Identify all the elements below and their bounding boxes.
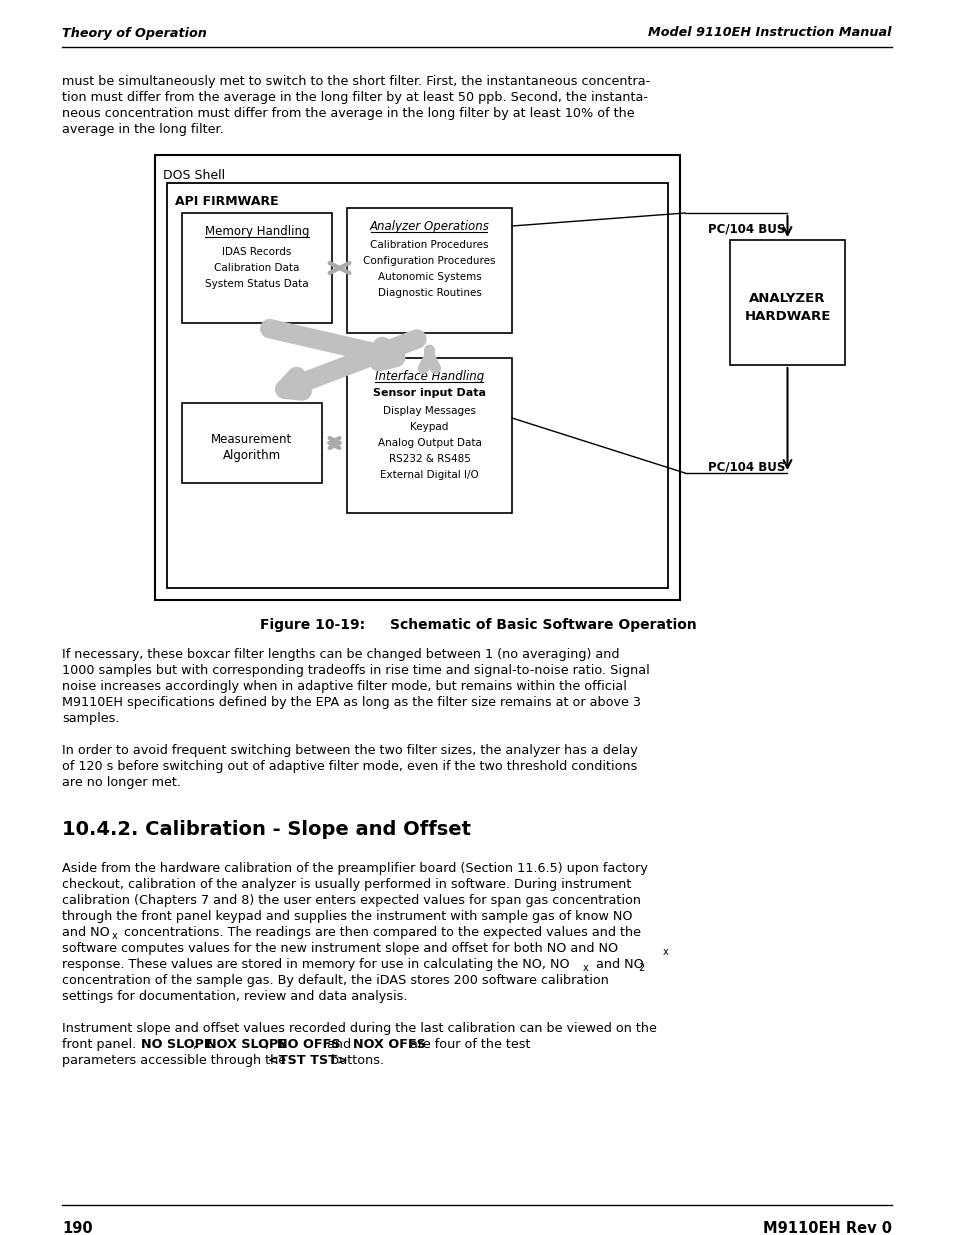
Text: and NO: and NO <box>592 958 643 971</box>
Text: Sensor input Data: Sensor input Data <box>373 388 485 398</box>
Text: Algorithm: Algorithm <box>223 450 281 462</box>
Text: Diagnostic Routines: Diagnostic Routines <box>377 288 481 298</box>
Text: Instrument slope and offset values recorded during the last calibration can be v: Instrument slope and offset values recor… <box>62 1023 657 1035</box>
Text: parameters accessible through the: parameters accessible through the <box>62 1053 290 1067</box>
Text: Measurement: Measurement <box>212 433 293 446</box>
Text: x: x <box>112 931 117 941</box>
Text: If necessary, these boxcar filter lengths can be changed between 1 (no averaging: If necessary, these boxcar filter length… <box>62 648 618 661</box>
Text: Autonomic Systems: Autonomic Systems <box>377 272 481 282</box>
Bar <box>182 403 322 483</box>
Text: PC/104 BUS: PC/104 BUS <box>707 224 784 236</box>
Text: and: and <box>323 1037 355 1051</box>
Text: 190: 190 <box>62 1221 92 1235</box>
Text: settings for documentation, review and data analysis.: settings for documentation, review and d… <box>62 990 407 1003</box>
Bar <box>167 183 667 588</box>
Text: are no longer met.: are no longer met. <box>62 776 181 789</box>
Text: x: x <box>582 963 588 973</box>
Text: 1000 samples but with corresponding tradeoffs in rise time and signal-to-noise r: 1000 samples but with corresponding trad… <box>62 664 649 677</box>
Text: IDAS Records: IDAS Records <box>222 247 292 257</box>
Text: Configuration Procedures: Configuration Procedures <box>363 256 496 266</box>
Text: are four of the test: are four of the test <box>406 1037 530 1051</box>
Bar <box>347 207 512 333</box>
Text: Schematic of Basic Software Operation: Schematic of Basic Software Operation <box>390 618 696 632</box>
Text: NOX OFFS: NOX OFFS <box>354 1037 426 1051</box>
Text: Calibration Data: Calibration Data <box>214 263 299 273</box>
Text: Model 9110EH Instruction Manual: Model 9110EH Instruction Manual <box>648 26 891 40</box>
Text: x: x <box>662 947 668 957</box>
Bar <box>154 156 679 600</box>
Text: 10.4.2. Calibration - Slope and Offset: 10.4.2. Calibration - Slope and Offset <box>62 820 471 839</box>
Text: must be simultaneously met to switch to the short filter. First, the instantaneo: must be simultaneously met to switch to … <box>62 75 650 88</box>
Text: Analog Output Data: Analog Output Data <box>377 438 481 448</box>
Text: NO SLOPE: NO SLOPE <box>140 1037 212 1051</box>
Text: neous concentration must differ from the average in the long filter by at least : neous concentration must differ from the… <box>62 107 634 120</box>
Text: tion must differ from the average in the long filter by at least 50 ppb. Second,: tion must differ from the average in the… <box>62 91 647 104</box>
Text: <TST TST>: <TST TST> <box>268 1053 347 1067</box>
Text: External Digital I/O: External Digital I/O <box>379 471 478 480</box>
Text: NOX SLOPE: NOX SLOPE <box>205 1037 286 1051</box>
Text: ANALYZER: ANALYZER <box>748 293 825 305</box>
Text: Keypad: Keypad <box>410 422 448 432</box>
Text: M9110EH specifications defined by the EPA as long as the filter size remains at : M9110EH specifications defined by the EP… <box>62 697 640 709</box>
Bar <box>347 358 512 513</box>
Text: HARDWARE: HARDWARE <box>743 310 830 324</box>
Text: noise increases accordingly when in adaptive filter mode, but remains within the: noise increases accordingly when in adap… <box>62 680 626 693</box>
Text: samples.: samples. <box>62 713 119 725</box>
Text: checkout, calibration of the analyzer is usually performed in software. During i: checkout, calibration of the analyzer is… <box>62 878 631 890</box>
Text: and NO: and NO <box>62 926 110 939</box>
Text: average in the long filter.: average in the long filter. <box>62 124 224 136</box>
Text: RS232 & RS485: RS232 & RS485 <box>388 454 470 464</box>
Text: response. These values are stored in memory for use in calculating the NO, NO: response. These values are stored in mem… <box>62 958 569 971</box>
Text: Interface Handling: Interface Handling <box>375 370 483 383</box>
Text: through the front panel keypad and supplies the instrument with sample gas of kn: through the front panel keypad and suppl… <box>62 910 632 923</box>
Text: In order to avoid frequent switching between the two filter sizes, the analyzer : In order to avoid frequent switching bet… <box>62 743 638 757</box>
Text: Analyzer Operations: Analyzer Operations <box>369 220 489 233</box>
Text: Calibration Procedures: Calibration Procedures <box>370 240 488 249</box>
Text: System Status Data: System Status Data <box>205 279 309 289</box>
Text: NO OFFS: NO OFFS <box>276 1037 340 1051</box>
Text: PC/104 BUS: PC/104 BUS <box>707 459 784 473</box>
Text: of 120 s before switching out of adaptive filter mode, even if the two threshold: of 120 s before switching out of adaptiv… <box>62 760 637 773</box>
Text: Display Messages: Display Messages <box>382 406 476 416</box>
Text: M9110EH Rev 0: M9110EH Rev 0 <box>762 1221 891 1235</box>
Text: Memory Handling: Memory Handling <box>205 225 309 238</box>
Text: Theory of Operation: Theory of Operation <box>62 26 207 40</box>
Text: front panel.: front panel. <box>62 1037 140 1051</box>
Text: Figure 10-19:: Figure 10-19: <box>260 618 365 632</box>
Text: buttons.: buttons. <box>327 1053 384 1067</box>
Text: API FIRMWARE: API FIRMWARE <box>174 195 278 207</box>
Text: Aside from the hardware calibration of the preamplifier board (Section 11.6.5) u: Aside from the hardware calibration of t… <box>62 862 647 876</box>
Text: ,: , <box>265 1037 273 1051</box>
Text: ,: , <box>193 1037 201 1051</box>
Text: calibration (Chapters 7 and 8) the user enters expected values for span gas conc: calibration (Chapters 7 and 8) the user … <box>62 894 640 906</box>
Bar <box>182 212 332 324</box>
Text: software computes values for the new instrument slope and offset for both NO and: software computes values for the new ins… <box>62 942 618 955</box>
Text: concentration of the sample gas. By default, the iDAS stores 200 software calibr: concentration of the sample gas. By defa… <box>62 974 608 987</box>
Text: concentrations. The readings are then compared to the expected values and the: concentrations. The readings are then co… <box>120 926 640 939</box>
Text: DOS Shell: DOS Shell <box>163 169 225 182</box>
Bar <box>729 240 844 366</box>
Text: 2: 2 <box>638 963 643 973</box>
